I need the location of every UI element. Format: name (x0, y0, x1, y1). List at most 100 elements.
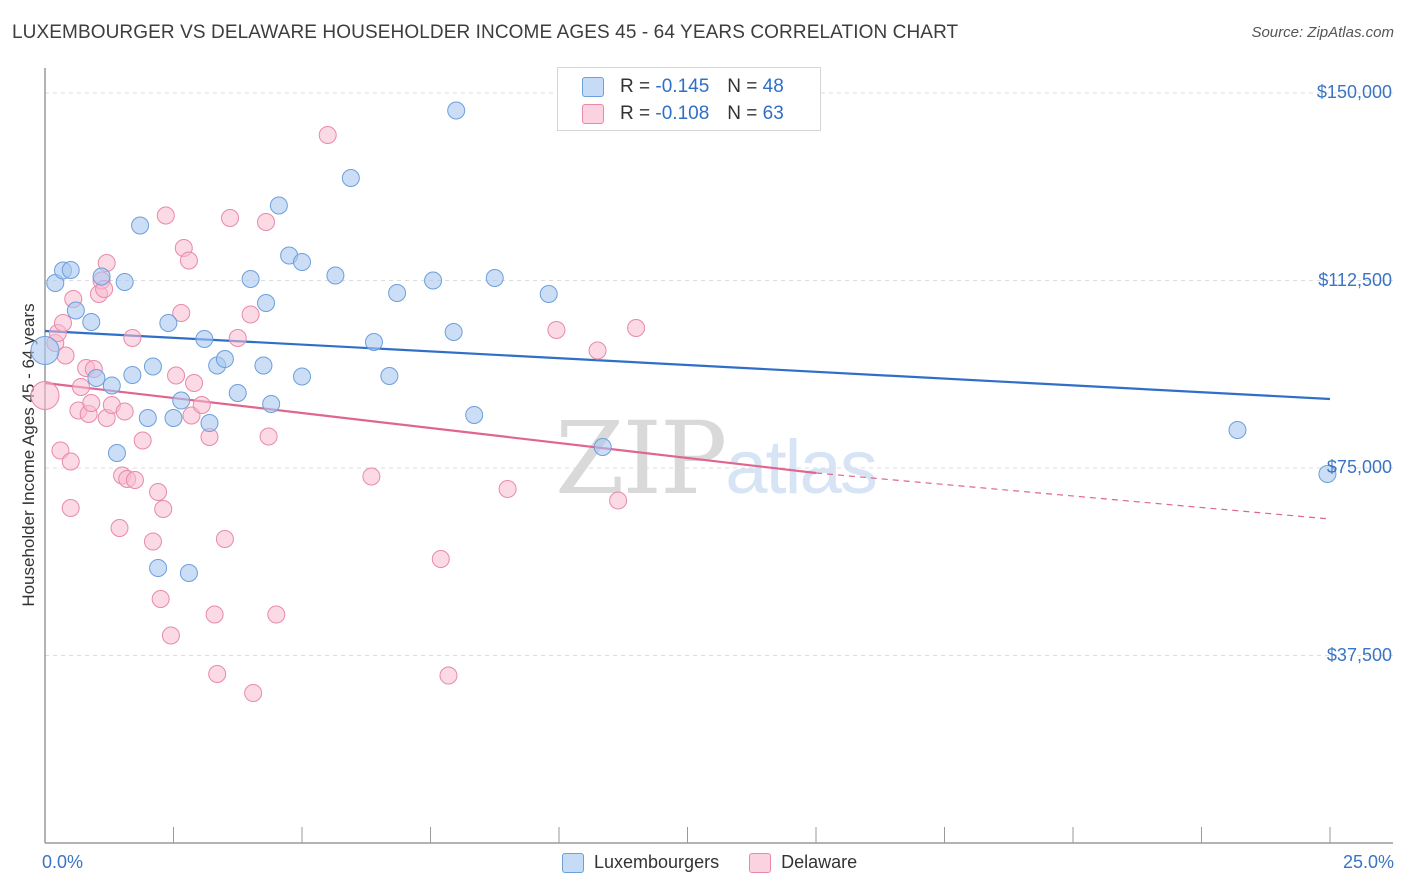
point-luxembourgers (1318, 465, 1337, 483)
point-delaware (167, 366, 186, 385)
point-delaware (110, 519, 129, 537)
trend-line-delaware-projection (815, 472, 1331, 520)
y-tick-label: $150,000 (1316, 82, 1392, 102)
point-delaware (123, 329, 142, 347)
point-luxembourgers (195, 330, 214, 348)
stats-legend: R = -0.145 N = 48 R = -0.108 N = 63 (557, 67, 821, 131)
point-luxembourgers (123, 366, 142, 384)
point-luxembourgers (61, 261, 80, 279)
point-delaware (61, 499, 80, 517)
point-luxembourgers (485, 269, 504, 287)
legend-swatch-delaware (749, 852, 772, 873)
point-delaware (30, 381, 60, 410)
n-label: N = (727, 76, 758, 97)
legend-row-delaware: R = -0.108 N = 63 (582, 101, 784, 127)
point-delaware (154, 500, 173, 518)
point-luxembourgers (341, 169, 360, 187)
point-delaware (82, 394, 101, 412)
point-luxembourgers (447, 101, 466, 120)
point-delaware (208, 665, 227, 683)
grid-lines (45, 92, 1393, 656)
point-delaware (179, 251, 198, 270)
point-delaware (439, 666, 458, 685)
point-delaware (362, 467, 381, 486)
r-value: -0.145 (655, 76, 710, 97)
point-luxembourgers (262, 395, 281, 413)
point-luxembourgers (92, 267, 111, 286)
legend-swatch-luxembourgers (562, 852, 584, 873)
point-luxembourgers (102, 376, 121, 395)
point-delaware (228, 329, 247, 347)
point-luxembourgers (200, 414, 219, 432)
data-points (30, 101, 1337, 702)
point-delaware (318, 126, 337, 144)
legend-row-luxembourgers: R = -0.145 N = 48 (582, 74, 784, 100)
point-luxembourgers (257, 294, 276, 312)
y-tick-label: $112,500 (1318, 269, 1392, 290)
point-delaware (51, 441, 70, 460)
point-luxembourgers (172, 391, 191, 410)
point-luxembourgers (593, 438, 612, 456)
source-credit: Source: ZipAtlas.com (1251, 24, 1394, 41)
legend-label-luxembourgers: Luxembourgers (594, 852, 720, 872)
point-delaware (205, 605, 224, 624)
point-luxembourgers (30, 336, 60, 365)
point-delaware (149, 483, 168, 501)
point-delaware (185, 374, 204, 392)
point-delaware (61, 452, 80, 471)
point-delaware (161, 626, 180, 645)
point-delaware (221, 209, 240, 227)
n-label: N = (727, 103, 758, 124)
point-luxembourgers (364, 333, 383, 351)
point-luxembourgers (143, 357, 162, 376)
r-label: R = (620, 76, 651, 97)
r-label: R = (620, 103, 651, 124)
point-luxembourgers (293, 253, 311, 271)
legend-item-luxembourgers[interactable]: Luxembourgers (562, 852, 719, 873)
point-luxembourgers (87, 369, 106, 387)
point-delaware (56, 346, 75, 365)
point-delaware (133, 431, 152, 450)
point-delaware (71, 378, 90, 396)
point-delaware (172, 304, 191, 322)
x-tick-label: 25.0% (1342, 852, 1394, 872)
point-luxembourgers (444, 323, 463, 341)
point-luxembourgers (465, 406, 484, 424)
trend-line-delaware (44, 381, 817, 475)
point-luxembourgers (326, 266, 345, 285)
point-luxembourgers (269, 196, 288, 215)
point-luxembourgers (215, 350, 234, 368)
point-luxembourgers (115, 273, 134, 291)
trend-line-luxembourgers (44, 329, 1331, 401)
point-luxembourgers (380, 367, 399, 385)
legend-item-delaware[interactable]: Delaware (749, 852, 857, 873)
point-luxembourgers (539, 285, 558, 303)
point-delaware (588, 341, 607, 360)
point-delaware (156, 206, 175, 225)
point-luxembourgers (66, 301, 85, 320)
point-delaware (267, 605, 286, 624)
n-value: 48 (762, 76, 784, 97)
n-value: 63 (762, 103, 784, 124)
point-delaware (547, 321, 566, 339)
point-luxembourgers (254, 356, 273, 375)
axes (44, 68, 1393, 844)
x-tick-label: 0.0% (42, 852, 84, 872)
legend-swatch-delaware (582, 104, 604, 124)
point-luxembourgers (82, 313, 101, 331)
point-delaware (53, 314, 72, 332)
legend-swatch-luxembourgers (582, 77, 604, 97)
point-delaware (151, 590, 170, 608)
chart-title: LUXEMBOURGER VS DELAWARE HOUSEHOLDER INC… (12, 22, 959, 43)
point-delaware (259, 427, 278, 446)
point-delaware (115, 402, 134, 421)
point-delaware (627, 319, 646, 337)
point-luxembourgers (228, 384, 247, 402)
point-delaware (431, 550, 450, 568)
point-luxembourgers (388, 284, 407, 302)
trend-lines (44, 329, 1331, 520)
point-delaware (241, 305, 260, 324)
point-luxembourgers (241, 270, 260, 288)
point-delaware (498, 480, 517, 498)
